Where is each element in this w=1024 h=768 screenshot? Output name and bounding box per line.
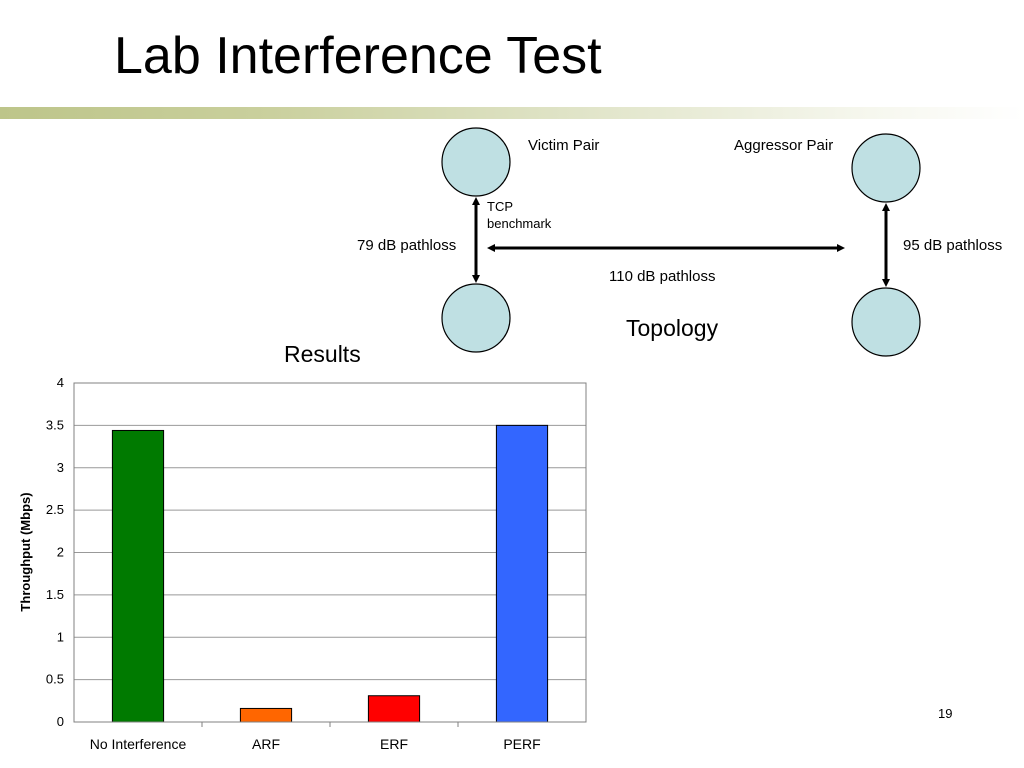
x-tick-label: PERF [503, 736, 540, 752]
y-tick-label: 1 [57, 629, 64, 644]
y-tick-label: 3 [57, 460, 64, 475]
topology-caption: Topology [626, 315, 719, 341]
y-tick-label: 0 [57, 714, 64, 729]
bars [111, 424, 549, 727]
topology-diagram [441, 127, 921, 357]
slide-title: Lab Interference Test [114, 27, 602, 85]
plot-area-frame [73, 382, 587, 723]
aggressor-pathloss-label: 95 dB pathloss [903, 237, 1003, 254]
y-tick-label: 1.5 [46, 587, 64, 602]
victim-pathloss-label: 79 dB pathloss [357, 237, 457, 254]
x-tick-label: ARF [252, 736, 280, 752]
bar-perf [495, 424, 549, 723]
title-rule [0, 107, 1024, 119]
bar-no-interference [111, 429, 165, 723]
aggressor-node-top [851, 133, 921, 203]
y-tick-label: 2.5 [46, 502, 64, 517]
aggressor-node-bottom [851, 287, 921, 357]
y-tick-label: 4 [57, 375, 64, 390]
y-tick-labels: 0 0.5 1 1.5 2 2.5 3 3.5 4 [46, 375, 64, 729]
x-tick-label: ERF [380, 736, 408, 752]
cross-pathloss-label: 110 dB pathloss [609, 268, 716, 285]
aggressor-pair-label: Aggressor Pair [734, 137, 834, 154]
x-tick-labels: No Interference ARF ERF PERF [90, 736, 541, 752]
bar-arf [239, 707, 293, 723]
chart-title: Results [284, 341, 361, 367]
victim-node-top [441, 127, 511, 197]
y-tick-label: 2 [57, 545, 64, 560]
y-tick-label: 3.5 [46, 417, 64, 432]
victim-node-bottom [441, 283, 511, 353]
tcp-benchmark-label: TCP benchmark [487, 199, 552, 231]
bar-erf [367, 695, 421, 723]
x-tick-label: No Interference [90, 736, 187, 752]
y-tick-label: 0.5 [46, 672, 64, 687]
results-bar-chart: 0 0.5 1 1.5 2 2.5 3 3.5 4 No Interference ARF ERF P… [18, 375, 587, 752]
y-axis-label: Throughput (Mbps) [18, 492, 33, 611]
page-number: 19 [938, 706, 953, 721]
victim-pair-label: Victim Pair [528, 137, 600, 154]
